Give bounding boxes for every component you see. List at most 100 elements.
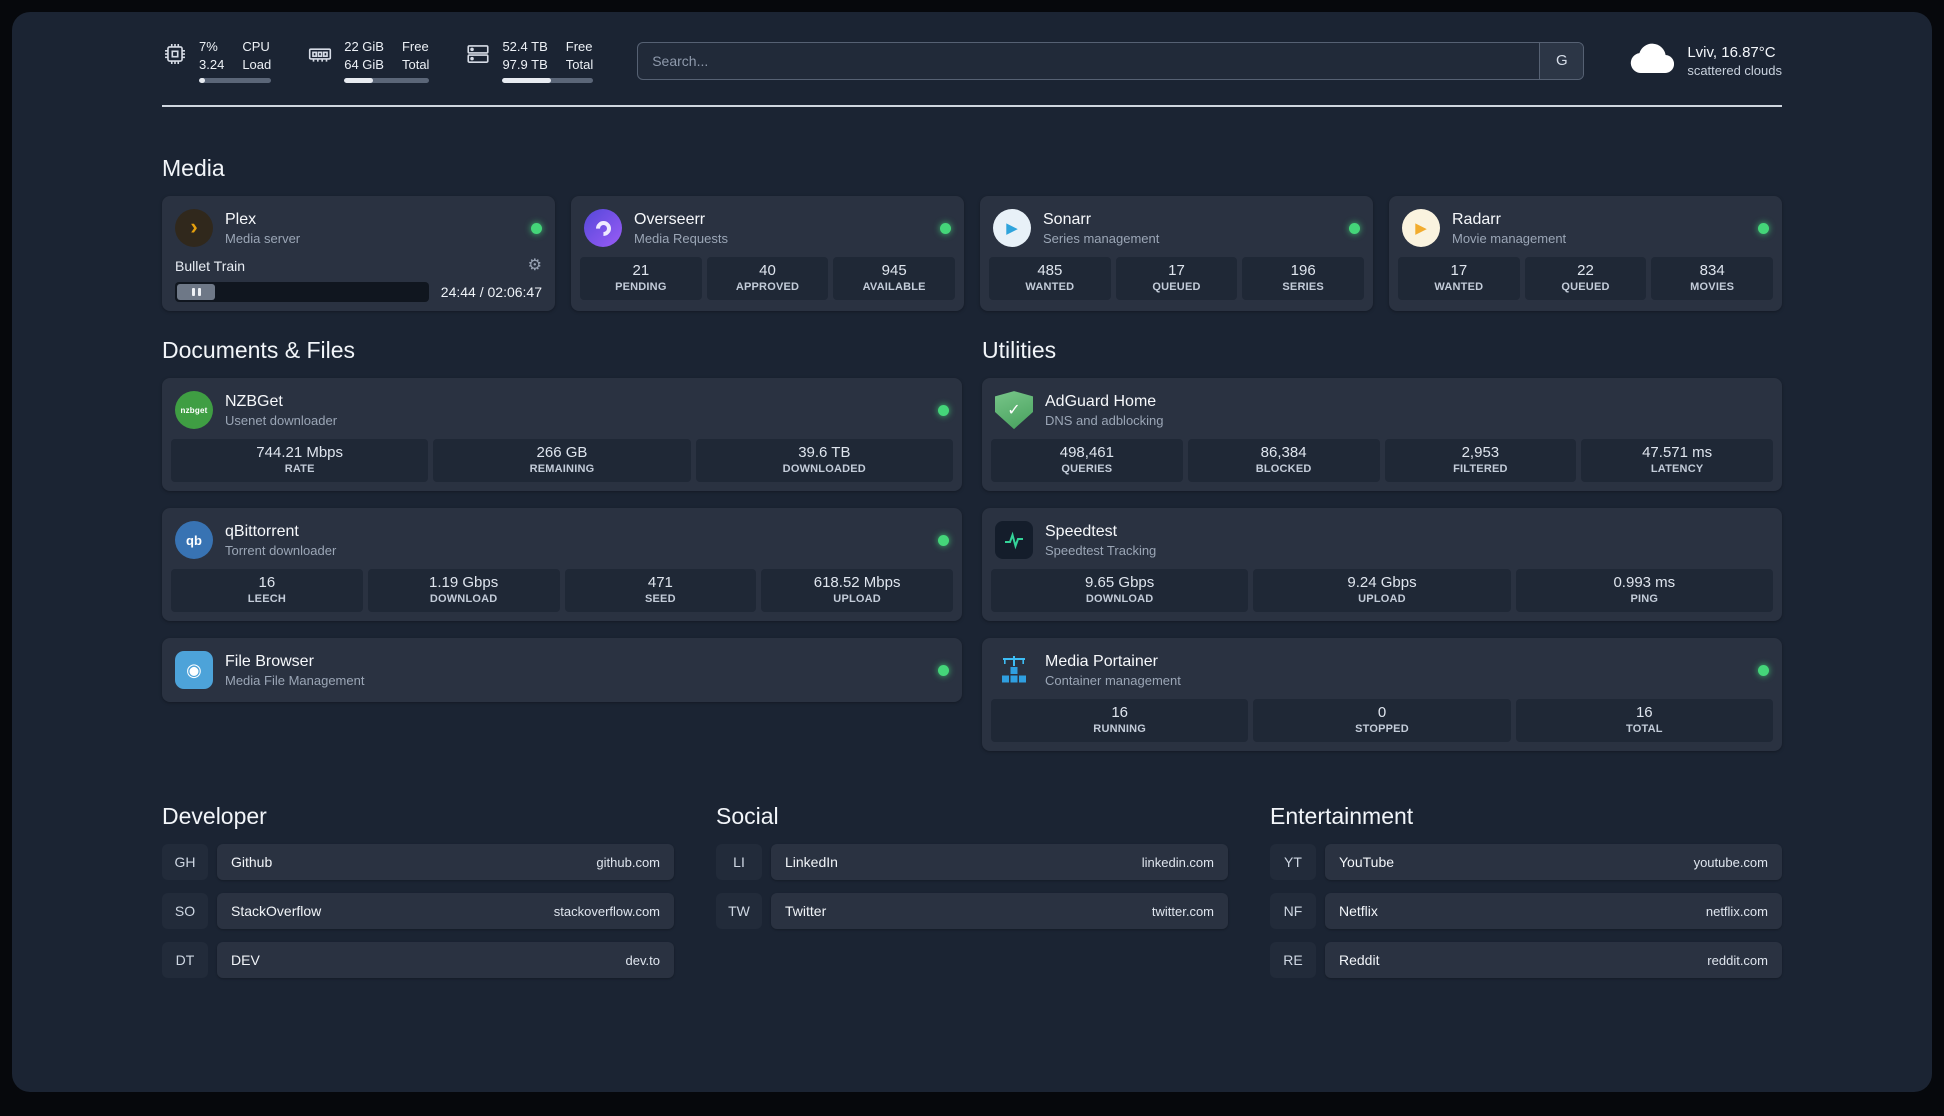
adguard-shield-icon: ✓: [995, 391, 1033, 430]
bookmark-link[interactable]: StackOverflow stackoverflow.com: [217, 893, 674, 930]
stat-approved: 40 APPROVED: [706, 257, 829, 301]
stat-leech: 16 LEECH: [171, 569, 363, 613]
speedtest-icon: [995, 521, 1033, 560]
stat-available: 945 AVAILABLE: [833, 257, 956, 301]
cpu-labels: CPU Load: [242, 39, 272, 72]
weather-location: Lviv, 16.87°C: [1687, 43, 1776, 61]
status-dot: [1349, 222, 1360, 234]
gear-icon[interactable]: ⚙: [527, 257, 542, 275]
bookmark-link[interactable]: DEV dev.to: [217, 942, 674, 979]
dashboard-panel: 7% 3.24 CPU Load: [12, 12, 1932, 1092]
bookmark-abbr: TW: [716, 893, 762, 930]
memory-widget: 22 GiB 64 GiB Free Total: [307, 38, 430, 84]
stat-seed: 471 SEED: [564, 569, 757, 613]
stat-series: 196 SERIES: [1242, 257, 1365, 301]
bookmark-link[interactable]: Github github.com: [217, 844, 674, 881]
bookmark-link[interactable]: YouTube youtube.com: [1325, 844, 1782, 881]
overseerr-card[interactable]: Overseerr Media Requests 21 PENDING 40 A…: [571, 196, 964, 312]
radarr-stats: 17 WANTED 22 QUEUED 834 MOVIES: [1398, 257, 1774, 301]
stat-running: 16 RUNNING: [991, 699, 1249, 743]
weather-condition: scattered clouds: [1687, 62, 1782, 78]
entertainment-section-title: Entertainment: [1270, 803, 1414, 830]
cpu-icon: [162, 41, 188, 72]
sonarr-icon: ▶: [993, 209, 1031, 248]
now-playing-title: Bullet Train: [175, 258, 246, 275]
radarr-card[interactable]: ▶ Radarr Movie management 17 WANTED: [1389, 196, 1782, 312]
service-name: Speedtest: [1045, 522, 1118, 540]
weather-widget[interactable]: Lviv, 16.87°C scattered clouds: [1630, 42, 1782, 79]
service-name: Overseerr: [634, 210, 706, 228]
social-column: Social LI LinkedIn linkedin.com TW Twitt…: [716, 803, 1228, 991]
disk-free: 52.4 TB: [502, 39, 548, 54]
cpu-load: 3.24: [199, 56, 225, 72]
stat-pending: 21 PENDING: [580, 257, 702, 301]
stat-ping: 0.993 ms PING: [1515, 569, 1773, 613]
stat-upload: 618.52 Mbps UPLOAD: [761, 569, 953, 613]
bookmark-abbr: SO: [162, 893, 208, 930]
developer-column: Developer GH Github github.com SO StackO…: [162, 803, 674, 991]
stat-blocked: 86,384 BLOCKED: [1187, 439, 1380, 483]
bookmark-link[interactable]: Twitter twitter.com: [771, 893, 1228, 930]
speedtest-stats: 9.65 Gbps DOWNLOAD 9.24 Gbps UPLOAD 0.99…: [991, 569, 1773, 613]
bookmark-github: GH Github github.com: [162, 844, 674, 881]
service-description: DNS and adblocking: [1045, 412, 1164, 428]
service-name: qBittorrent: [225, 522, 299, 540]
search-input[interactable]: [638, 42, 1540, 79]
cpu-percent: 7%: [199, 39, 218, 54]
documents-section-title: Documents & Files: [162, 337, 356, 364]
topbar: 7% 3.24 CPU Load: [162, 38, 1782, 84]
search-provider-button[interactable]: G: [1539, 42, 1584, 79]
adguard-card[interactable]: ✓ AdGuard Home DNS and adblocking 498,46…: [982, 378, 1782, 492]
pause-button[interactable]: [177, 284, 215, 301]
plex-card[interactable]: › Plex Media server Bullet Train ⚙: [162, 196, 555, 312]
service-name: Media Portainer: [1045, 652, 1158, 670]
search-bar: G: [637, 41, 1585, 80]
status-dot: [531, 222, 542, 234]
stat-download: 9.65 Gbps DOWNLOAD: [991, 569, 1249, 613]
stat-wanted: 485 WANTED: [989, 257, 1111, 301]
bookmark-link[interactable]: Netflix netflix.com: [1325, 893, 1782, 930]
bookmark-abbr: LI: [716, 844, 762, 881]
bookmark-abbr: RE: [1270, 942, 1316, 979]
progress-track[interactable]: [175, 282, 429, 303]
qbittorrent-card[interactable]: qb qBittorrent Torrent downloader 16: [162, 508, 962, 622]
service-description: Container management: [1045, 672, 1181, 688]
service-name: Radarr: [1452, 210, 1501, 228]
memory-values: 22 GiB 64 GiB: [344, 38, 384, 73]
stat-wanted: 17 WANTED: [1398, 257, 1520, 301]
portainer-card[interactable]: Media Portainer Container management 16 …: [982, 638, 1782, 752]
bookmarks-section: Developer GH Github github.com SO StackO…: [162, 803, 1782, 1035]
speedtest-card[interactable]: Speedtest Speedtest Tracking 9.65 Gbps D…: [982, 508, 1782, 622]
bookmark-twitter: TW Twitter twitter.com: [716, 893, 1228, 930]
nzbget-icon: nzbget: [175, 391, 213, 430]
sonarr-card[interactable]: ▶ Sonarr Series management 485 WANTED: [980, 196, 1373, 312]
status-dot: [1758, 222, 1769, 234]
service-name: File Browser: [225, 652, 314, 670]
status-dot: [940, 222, 951, 234]
social-section-title: Social: [716, 803, 779, 830]
service-description: Series management: [1043, 230, 1160, 246]
bookmark-abbr: DT: [162, 942, 208, 979]
service-description: Speedtest Tracking: [1045, 542, 1157, 558]
bookmark-linkedin: LI LinkedIn linkedin.com: [716, 844, 1228, 881]
service-description: Movie management: [1452, 230, 1567, 246]
entertainment-column: Entertainment YT YouTube youtube.com NF …: [1270, 803, 1782, 991]
status-dot: [1758, 664, 1769, 676]
service-name: AdGuard Home: [1045, 392, 1157, 410]
memory-total: 64 GiB: [344, 56, 384, 72]
bookmark-link[interactable]: LinkedIn linkedin.com: [771, 844, 1228, 881]
bookmark-link[interactable]: Reddit reddit.com: [1325, 942, 1782, 979]
middle-section: Documents & Files nzbget NZBGet Usenet d…: [162, 337, 1782, 752]
qbittorrent-stats: 16 LEECH 1.19 Gbps DOWNLOAD 471 SEED: [171, 569, 953, 613]
service-description: Usenet downloader: [225, 412, 338, 428]
cpu-bar: [199, 78, 272, 84]
stat-latency: 47.571 ms LATENCY: [1581, 439, 1773, 483]
disk-icon: [465, 41, 491, 72]
memory-labels: Free Total: [401, 39, 430, 72]
filebrowser-card[interactable]: ◉ File Browser Media File Management: [162, 638, 962, 703]
bookmark-dev: DT DEV dev.to: [162, 942, 674, 979]
service-name: Sonarr: [1043, 210, 1092, 228]
status-dot: [938, 404, 949, 416]
nzbget-card[interactable]: nzbget NZBGet Usenet downloader 744.21 M…: [162, 378, 962, 492]
stat-downloaded: 39.6 TB DOWNLOADED: [695, 439, 953, 483]
